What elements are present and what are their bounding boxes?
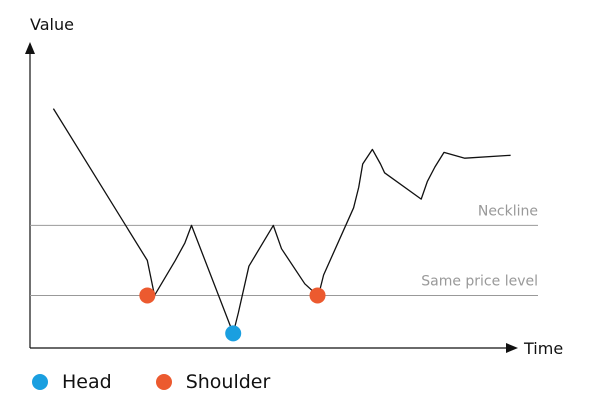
shoulder-legend-swatch	[155, 374, 172, 390]
head-legend-swatch	[32, 374, 48, 390]
legend-item-shoulder: Shoulder	[155, 371, 271, 393]
same-price-level-label: Same price level	[421, 273, 538, 289]
x-axis-label: Time	[523, 339, 563, 358]
y-axis-arrow	[25, 42, 35, 54]
head-marker	[225, 325, 242, 342]
left-shoulder-marker	[139, 287, 156, 304]
legend-label-shoulder: Shoulder	[185, 371, 271, 393]
legend: Head Shoulder	[32, 371, 314, 393]
y-axis-label: Value	[30, 15, 74, 34]
legend-label-head: Head	[62, 371, 112, 393]
right-shoulder-marker	[309, 287, 326, 304]
legend-item-head: Head	[32, 371, 112, 393]
price-series-line	[52, 108, 511, 335]
neckline-label: Neckline	[478, 203, 538, 219]
x-axis-arrow	[506, 343, 518, 353]
